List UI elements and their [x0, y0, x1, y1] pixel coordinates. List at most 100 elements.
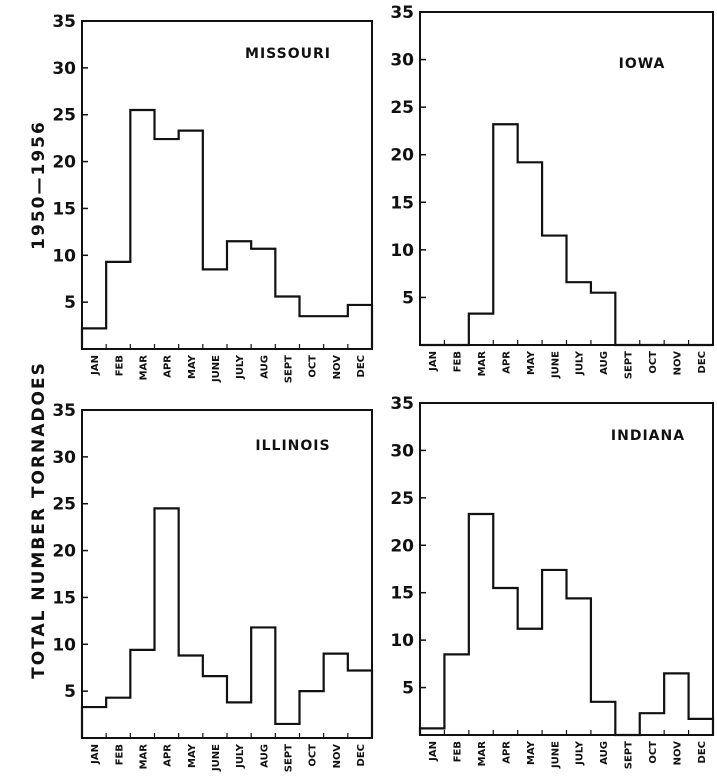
- x-tick-label: NOV: [332, 355, 343, 380]
- y-axis-label-line1: 1950—1956: [29, 120, 49, 250]
- bar-jan: [82, 707, 106, 738]
- bar-aug: [251, 627, 275, 738]
- y-tick-label: 15: [390, 193, 414, 213]
- x-tick-label: APR: [501, 741, 512, 764]
- x-tick-label: SEPT: [624, 351, 635, 379]
- bar-oct: [300, 691, 324, 738]
- x-tick-label: MAY: [526, 350, 537, 375]
- y-tick-label: 25: [52, 495, 76, 515]
- panel-title: ILLINOIS: [255, 438, 330, 454]
- bar-july: [567, 598, 591, 735]
- y-tick-label: 25: [52, 106, 76, 126]
- bar-aug: [591, 702, 615, 735]
- panel-title: MISSOURI: [245, 46, 331, 62]
- y-tick-label: 15: [52, 199, 76, 219]
- y-tick-label: 30: [390, 441, 414, 461]
- panel-title: INDIANA: [611, 428, 685, 444]
- bar-mar: [130, 650, 154, 738]
- x-tick-label: APR: [163, 355, 174, 378]
- x-tick-label: APR: [501, 351, 512, 374]
- bar-feb: [106, 262, 130, 349]
- bar-july: [227, 241, 251, 349]
- bar-june: [203, 676, 227, 738]
- bar-apr: [493, 588, 517, 735]
- bar-june: [542, 236, 566, 345]
- x-tick-label: MAR: [477, 351, 488, 377]
- panel-missouri: 5 10 15 20 25 30 35 JAN FEB MAR APR MAY JUNE JULY AUG S…: [52, 12, 374, 383]
- x-tick-label: APR: [163, 744, 174, 767]
- bar-dec: [689, 719, 713, 735]
- x-tick-label: JUNE: [550, 741, 561, 769]
- bar-mar: [469, 514, 493, 735]
- y-tick-label: 5: [402, 288, 414, 308]
- bar-dec: [348, 305, 372, 349]
- x-tick-label: OCT: [308, 355, 319, 378]
- y-tick-label: 30: [52, 59, 76, 79]
- x-tick-label: OCT: [648, 351, 659, 374]
- x-tick-label: NOV: [332, 744, 343, 769]
- x-tick-label: SEPT: [624, 741, 635, 769]
- x-tick-label: AUG: [599, 351, 610, 375]
- x-tick-label: AUG: [259, 744, 270, 768]
- x-tick-label: JUNE: [211, 744, 222, 772]
- y-tick-label: 10: [52, 246, 76, 266]
- x-tick-label: JAN: [428, 351, 439, 372]
- x-tick-label: NOV: [672, 351, 683, 376]
- plot-frame: [81, 20, 373, 350]
- x-tick-label: AUG: [599, 741, 610, 765]
- y-tick-label: 35: [52, 12, 76, 32]
- bar-may: [179, 131, 203, 349]
- bar-may: [179, 656, 203, 738]
- y-tick-label: 15: [52, 588, 76, 608]
- y-tick-label: 20: [52, 542, 76, 562]
- y-tick-label: 15: [390, 584, 414, 604]
- histogram-step-line: [80, 507, 374, 738]
- y-tick-label: 20: [52, 153, 76, 173]
- x-tick-label: MAY: [526, 740, 537, 765]
- x-tick-label: JULY: [235, 354, 246, 380]
- bar-apr: [155, 139, 179, 349]
- bar-apr: [493, 124, 517, 345]
- histogram-step-line: [420, 123, 713, 347]
- bar-mar: [469, 314, 493, 345]
- x-tick-label: JULY: [575, 350, 586, 376]
- bar-june: [203, 269, 227, 349]
- bar-sept: [275, 724, 299, 738]
- x-tick-label: MAR: [477, 741, 488, 767]
- x-tick-label: JULY: [235, 743, 246, 769]
- y-tick-label: 30: [52, 448, 76, 468]
- bar-aug: [591, 293, 615, 345]
- plot-frame: [419, 11, 714, 346]
- x-tick-label: DEC: [356, 744, 367, 766]
- y-tick-label: 35: [390, 394, 414, 414]
- x-tick-label: MAY: [187, 743, 198, 768]
- x-tick-label: DEC: [697, 351, 708, 373]
- x-tick-label: JUNE: [550, 351, 561, 379]
- bar-oct: [640, 713, 664, 735]
- y-tick-label: 5: [64, 682, 76, 702]
- y-tick-label: 10: [390, 631, 414, 651]
- x-tick-label: NOV: [672, 741, 683, 766]
- y-tick-label: 25: [390, 98, 414, 118]
- y-tick-label: 5: [402, 679, 414, 699]
- y-tick-label: 10: [390, 241, 414, 261]
- panel-illinois: 5 10 15 20 25 30 35 JAN FEB MAR APR MAY JUNE JULY AUG S…: [52, 401, 374, 772]
- y-tick-label: 20: [390, 536, 414, 556]
- bar-nov: [324, 654, 348, 738]
- bar-may: [518, 629, 542, 735]
- bar-july: [227, 702, 251, 738]
- x-tick-label: OCT: [648, 741, 659, 764]
- bar-june: [542, 570, 566, 735]
- bar-jan: [82, 328, 106, 349]
- bar-nov: [664, 673, 688, 735]
- panel-indiana: 5 10 15 20 25 30 35 JAN FEB MAR APR MAY JUNE JULY AUG S…: [390, 394, 715, 769]
- x-tick-label: FEB: [114, 744, 125, 765]
- x-tick-label: SEPT: [283, 744, 294, 772]
- y-tick-label: 35: [52, 401, 76, 421]
- x-tick-label: JUNE: [211, 355, 222, 383]
- x-tick-label: AUG: [259, 355, 270, 379]
- y-tick-label: 30: [390, 51, 414, 71]
- panel-title: IOWA: [619, 56, 666, 72]
- bar-july: [567, 282, 591, 345]
